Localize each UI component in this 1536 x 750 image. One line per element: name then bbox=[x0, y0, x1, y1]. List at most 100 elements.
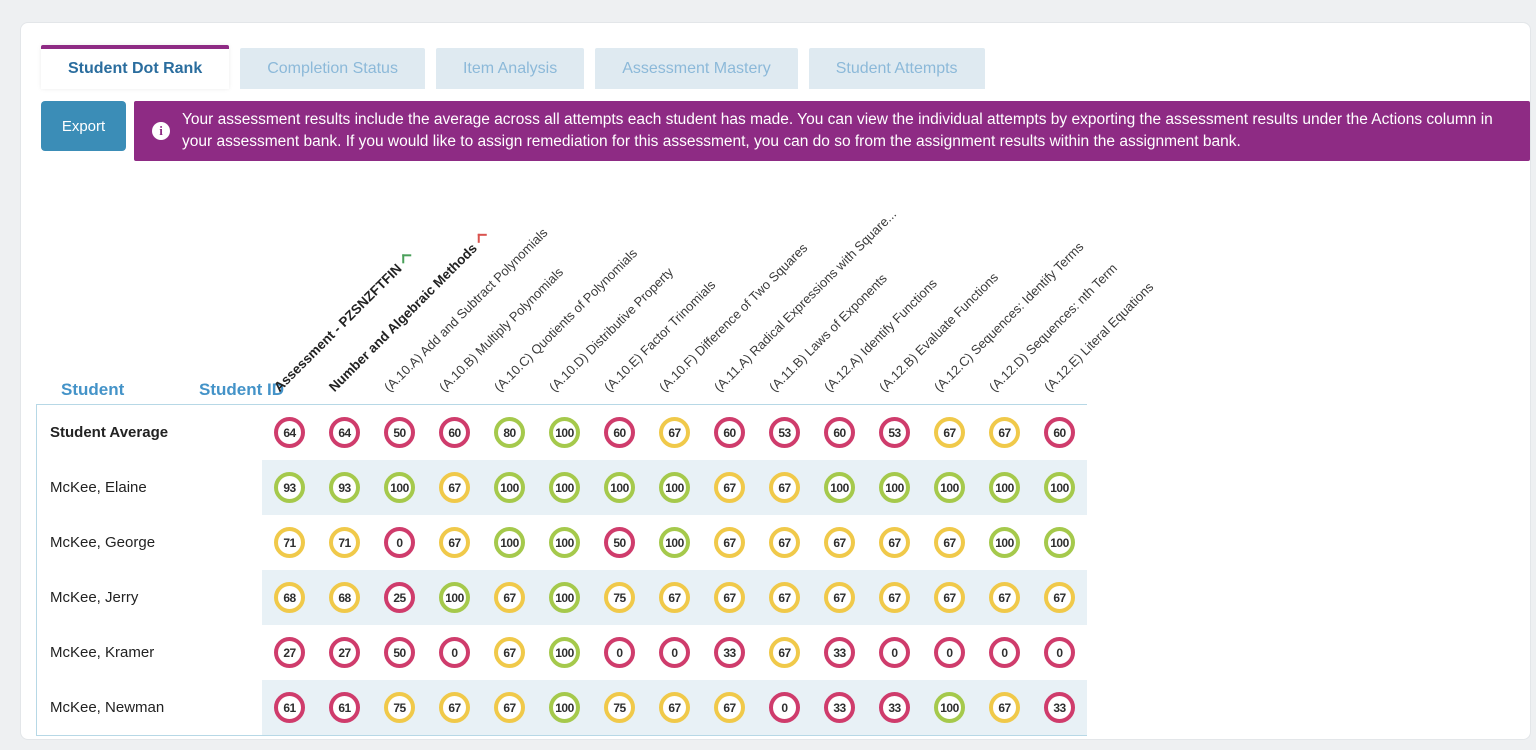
score-dots-area: 71 71 0 67 100 100 50 100 67 67 67 67 67 100 100 bbox=[262, 515, 1087, 570]
column-header: Assessment - PZSNZFTFIN bbox=[270, 250, 416, 396]
student-name: McKee, George bbox=[37, 515, 262, 570]
export-button[interactable]: Export bbox=[41, 101, 126, 151]
student-id-column-header: Student ID bbox=[199, 380, 284, 399]
dot-rank-table: Student Average 64 64 50 60 80 100 60 67 60 53 60 53… bbox=[36, 404, 1087, 736]
score-dot: 67 bbox=[769, 472, 800, 503]
score-dot: 0 bbox=[604, 637, 635, 668]
score-cell: 100 bbox=[922, 692, 977, 723]
score-cell: 100 bbox=[647, 472, 702, 503]
column-header: (A.10.A) Add and Subtract Polynomials bbox=[380, 224, 552, 396]
corner-marker-icon bbox=[402, 254, 412, 264]
tab-bar: Student Dot Rank Completion Status Item An… bbox=[41, 45, 985, 89]
score-dot: 50 bbox=[604, 527, 635, 558]
score-dot: 33 bbox=[879, 692, 910, 723]
column-header: (A.10.F) Difference of Two Squares bbox=[655, 240, 811, 396]
score-dot: 67 bbox=[934, 417, 965, 448]
column-header-label: (A.10.A) Add and Subtract Polynomials bbox=[380, 225, 551, 395]
score-dot: 100 bbox=[824, 472, 855, 503]
score-cell: 33 bbox=[1032, 692, 1087, 723]
score-cell: 33 bbox=[812, 637, 867, 668]
score-cell: 67 bbox=[427, 472, 482, 503]
column-header-label: Assessment - PZSNZFTFIN bbox=[270, 260, 405, 395]
score-dot: 100 bbox=[439, 582, 470, 613]
score-dot: 0 bbox=[659, 637, 690, 668]
score-cell: 61 bbox=[317, 692, 372, 723]
score-dot: 67 bbox=[934, 582, 965, 613]
score-dot: 0 bbox=[439, 637, 470, 668]
score-cell: 67 bbox=[1032, 582, 1087, 613]
score-cell: 67 bbox=[427, 692, 482, 723]
score-cell: 75 bbox=[372, 692, 427, 723]
score-cell: 100 bbox=[537, 692, 592, 723]
score-cell: 71 bbox=[262, 527, 317, 558]
score-cell: 93 bbox=[317, 472, 372, 503]
score-dot: 0 bbox=[879, 637, 910, 668]
score-dot: 64 bbox=[329, 417, 360, 448]
score-cell: 67 bbox=[702, 692, 757, 723]
tab-item-analysis[interactable]: Item Analysis bbox=[435, 48, 585, 89]
score-dot: 100 bbox=[934, 692, 965, 723]
score-dot: 67 bbox=[1044, 582, 1075, 613]
score-cell: 100 bbox=[482, 527, 537, 558]
score-cell: 100 bbox=[647, 527, 702, 558]
score-cell: 100 bbox=[537, 582, 592, 613]
score-dot: 100 bbox=[879, 472, 910, 503]
column-header-label: (A.10.E) Factor Trinomials bbox=[600, 277, 719, 395]
score-dot: 75 bbox=[384, 692, 415, 723]
score-cell: 0 bbox=[1032, 637, 1087, 668]
score-dot: 27 bbox=[274, 637, 305, 668]
score-cell: 100 bbox=[537, 472, 592, 503]
score-dot: 75 bbox=[604, 692, 635, 723]
column-header-label: Number and Algebraic Methods bbox=[325, 240, 480, 395]
score-dot: 100 bbox=[549, 582, 580, 613]
score-cell: 67 bbox=[977, 417, 1032, 448]
score-cell: 67 bbox=[757, 472, 812, 503]
score-dot: 100 bbox=[989, 472, 1020, 503]
tab-student-attempts[interactable]: Student Attempts bbox=[808, 48, 985, 89]
score-cell: 100 bbox=[922, 472, 977, 503]
score-cell: 27 bbox=[317, 637, 372, 668]
score-cell: 67 bbox=[922, 527, 977, 558]
student-name: Student Average bbox=[37, 405, 262, 460]
score-cell: 0 bbox=[922, 637, 977, 668]
score-cell: 67 bbox=[757, 582, 812, 613]
column-header-label: (A.10.C) Quotients of Polynomials bbox=[490, 245, 641, 395]
score-cell: 27 bbox=[262, 637, 317, 668]
tab-student-dot-rank[interactable]: Student Dot Rank bbox=[41, 45, 230, 89]
column-header: (A.10.B) Multiply Polynomials bbox=[435, 264, 567, 396]
score-cell: 67 bbox=[702, 527, 757, 558]
score-dot: 67 bbox=[824, 527, 855, 558]
score-cell: 64 bbox=[317, 417, 372, 448]
score-dot: 0 bbox=[1044, 637, 1075, 668]
score-dot: 67 bbox=[659, 417, 690, 448]
score-cell: 33 bbox=[867, 692, 922, 723]
score-dot: 100 bbox=[494, 527, 525, 558]
score-dots-area: 64 64 50 60 80 100 60 67 60 53 60 53 67 67 60 bbox=[262, 405, 1087, 460]
score-dots-area: 61 61 75 67 67 100 75 67 67 0 33 33 100 67 33 bbox=[262, 680, 1087, 735]
score-cell: 67 bbox=[757, 637, 812, 668]
score-dot: 67 bbox=[659, 582, 690, 613]
score-dot: 67 bbox=[989, 692, 1020, 723]
score-dot: 50 bbox=[384, 417, 415, 448]
column-header-label: (A.11.B) Laws of Exponents bbox=[765, 270, 890, 395]
score-dot: 68 bbox=[329, 582, 360, 613]
score-dot: 93 bbox=[329, 472, 360, 503]
score-dot: 100 bbox=[989, 527, 1020, 558]
score-cell: 67 bbox=[812, 527, 867, 558]
tab-assessment-mastery[interactable]: Assessment Mastery bbox=[595, 48, 798, 89]
score-dot: 100 bbox=[384, 472, 415, 503]
score-dot: 100 bbox=[549, 527, 580, 558]
tab-completion-status[interactable]: Completion Status bbox=[240, 48, 425, 89]
score-cell: 75 bbox=[592, 582, 647, 613]
score-dot: 67 bbox=[439, 692, 470, 723]
table-row: McKee, Jerry 68 68 25 100 67 100 75 67 67 67 67 67 67… bbox=[37, 570, 1087, 625]
score-dot: 60 bbox=[1044, 417, 1075, 448]
score-cell: 67 bbox=[702, 472, 757, 503]
score-cell: 0 bbox=[372, 527, 427, 558]
score-cell: 67 bbox=[867, 527, 922, 558]
score-cell: 80 bbox=[482, 417, 537, 448]
info-banner: i Your assessment results include the av… bbox=[134, 101, 1530, 161]
table-row: McKee, George 71 71 0 67 100 100 50 100 67 67 67 67 6… bbox=[37, 515, 1087, 570]
score-dot: 100 bbox=[1044, 527, 1075, 558]
score-cell: 0 bbox=[647, 637, 702, 668]
